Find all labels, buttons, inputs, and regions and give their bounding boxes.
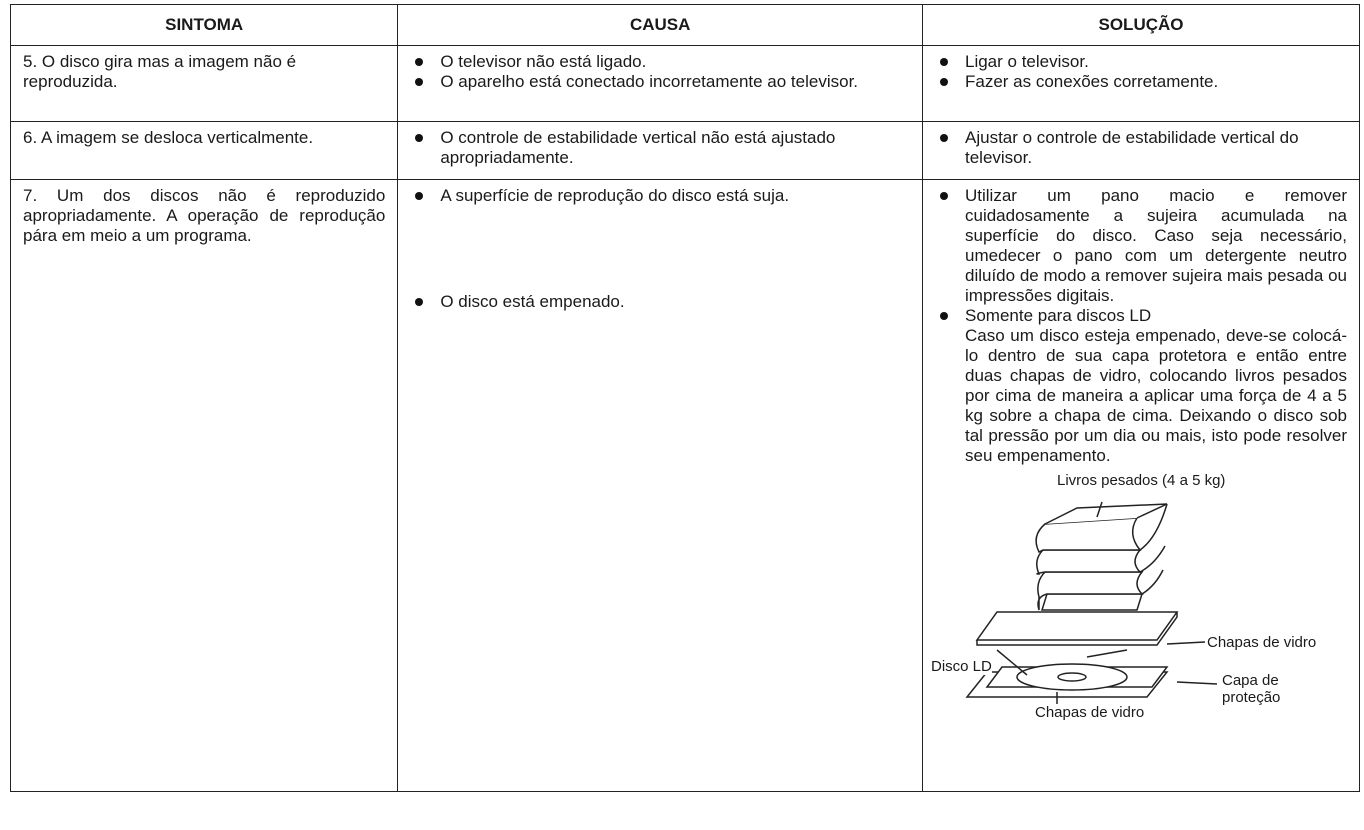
figure-label: Disco LD <box>931 658 992 675</box>
row: 6. A imagem se desloca verticalmente. O … <box>9 121 1360 180</box>
cause: O controle de estabilidade vertical não … <box>410 128 910 168</box>
cause: O aparelho está conectado incorretamente… <box>410 72 910 92</box>
row: 7. Um dos discos não é reproduzido aprop… <box>9 179 1360 792</box>
illustration <box>965 501 1218 708</box>
symptom: 7. Um dos discos não é reproduzido aprop… <box>9 179 399 792</box>
header-cell: CAUSA <box>397 4 923 46</box>
row: 5. O disco gira mas a imagem não é repro… <box>9 45 1360 122</box>
figure-label: Capa de proteção <box>1222 672 1302 706</box>
troubleshooting-table: SINTOMA CAUSA SOLUÇÃO 5. O disco gira ma… <box>9 4 1360 792</box>
figure-label: Chapas de vidro <box>1035 704 1145 721</box>
figure: Livros pesados (4 a 5 kg) Chapas de vidr… <box>927 472 1347 722</box>
solution: Ligar o televisor. <box>935 52 1347 72</box>
solution: Fazer as conexões corretamente. <box>935 72 1347 92</box>
solution: Ajustar o controle de estabilidade verti… <box>935 128 1347 168</box>
solution: Somente para discos LD <box>935 306 1347 326</box>
cause: O disco está empenado. <box>410 292 910 312</box>
solution: Utilizar um pano macio e remover cuidado… <box>935 186 1347 306</box>
causes: O televisor não está ligado. O aparelho … <box>397 45 923 122</box>
symptom: 5. O disco gira mas a imagem não é repro… <box>9 45 399 122</box>
causes: O controle de estabilidade vertical não … <box>397 121 923 180</box>
solution-note: Caso um disco esteja empenado, deve-se c… <box>965 326 1347 465</box>
cause: O televisor não está ligado. <box>410 52 910 72</box>
solutions: Ajustar o controle de estabilidade verti… <box>922 121 1360 180</box>
solutions: Ligar o televisor. Fazer as conexões cor… <box>922 45 1360 122</box>
figure-label: Chapas de vidro <box>1207 634 1317 651</box>
symptom: 6. A imagem se desloca verticalmente. <box>9 121 399 180</box>
figure-label: Livros pesados (4 a 5 kg) <box>1057 472 1226 489</box>
causes: A superfície de reprodução do disco está… <box>397 179 923 792</box>
solutions: Utilizar um pano macio e remover cuidado… <box>922 179 1360 792</box>
header-cell: SINTOMA <box>9 4 399 46</box>
cause: A superfície de reprodução do disco está… <box>410 186 910 206</box>
header-cell: SOLUÇÃO <box>922 4 1360 46</box>
header-row: SINTOMA CAUSA SOLUÇÃO <box>9 4 1360 46</box>
